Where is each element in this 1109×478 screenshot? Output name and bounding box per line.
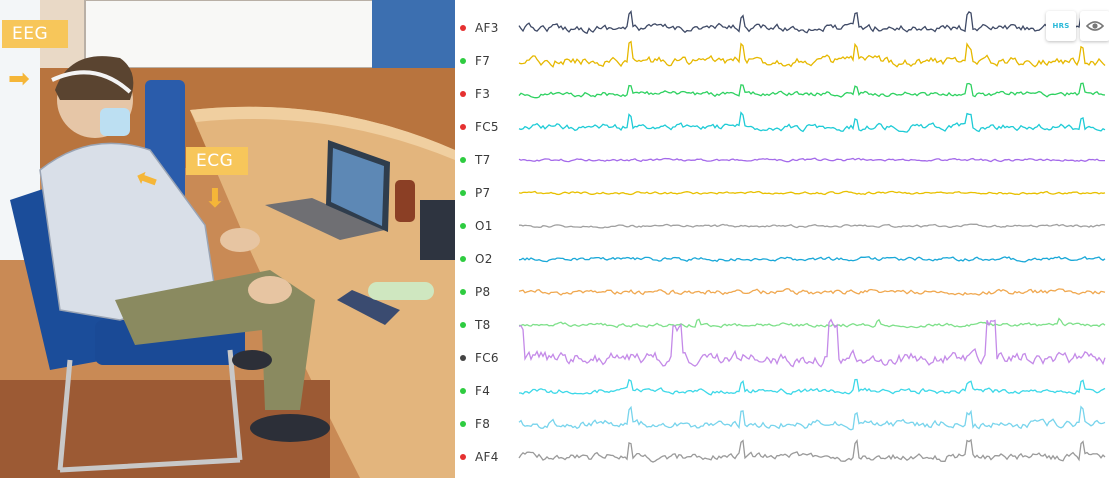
eeg-trace-f7 bbox=[518, 40, 1106, 68]
channel-status-dot bbox=[460, 322, 466, 328]
channel-label: P8 bbox=[475, 285, 491, 299]
eeg-trace-fc6 bbox=[518, 318, 1106, 368]
eeg-trace-o2 bbox=[518, 255, 1106, 263]
channel-label: F4 bbox=[475, 384, 491, 398]
channel-status-dot bbox=[460, 91, 466, 97]
eeg-trace-f4 bbox=[519, 378, 1106, 396]
channel-status-dot bbox=[460, 454, 466, 460]
channel-label: O1 bbox=[475, 219, 493, 233]
channel-row[interactable]: AF4 bbox=[455, 447, 515, 467]
channel-row[interactable]: O1 bbox=[455, 216, 515, 236]
eye-icon bbox=[1086, 21, 1104, 31]
channel-status-dot bbox=[460, 157, 466, 163]
eeg-trace-t7 bbox=[518, 157, 1105, 163]
arrow-right-icon: ➡ bbox=[8, 64, 30, 94]
channel-status-dot bbox=[460, 388, 466, 394]
channel-row[interactable]: P7 bbox=[455, 183, 515, 203]
eeg-trace-f3 bbox=[518, 82, 1106, 99]
channel-row[interactable]: F8 bbox=[455, 414, 515, 434]
eye-toggle-button[interactable] bbox=[1080, 11, 1109, 41]
eeg-trace-f8 bbox=[518, 405, 1106, 431]
channel-label: O2 bbox=[475, 252, 493, 266]
channel-row[interactable]: T7 bbox=[455, 150, 515, 170]
channel-label: FC6 bbox=[475, 351, 499, 365]
channel-row[interactable]: F7 bbox=[455, 51, 515, 71]
channel-row[interactable]: T8 bbox=[455, 315, 515, 335]
arrow-down-icon: ⬇ bbox=[204, 184, 226, 214]
eeg-label-tag: EEG bbox=[2, 20, 68, 48]
experiment-photo: EEG ➡ ECG ➡ ⬇ bbox=[0, 0, 455, 478]
channel-label: F3 bbox=[475, 87, 491, 101]
eeg-trace-fc5 bbox=[518, 111, 1106, 133]
channel-row[interactable]: F3 bbox=[455, 84, 515, 104]
channel-status-dot bbox=[460, 25, 466, 31]
channel-status-dot bbox=[460, 289, 466, 295]
eeg-trace-area[interactable] bbox=[515, 0, 1109, 478]
channel-row[interactable]: F4 bbox=[455, 381, 515, 401]
channel-row[interactable]: FC6 bbox=[455, 348, 515, 368]
channel-status-dot bbox=[460, 190, 466, 196]
channel-label: AF4 bbox=[475, 450, 499, 464]
hrs-button[interactable]: HRS bbox=[1046, 11, 1076, 41]
channel-label: P7 bbox=[475, 186, 491, 200]
ecg-label-tag: ECG bbox=[186, 147, 248, 175]
photo-illustration bbox=[0, 0, 455, 478]
eeg-viewer: AF3 F7 F3 FC5 T7 P7 O1 O2 P8 T8 FC6 F4 F8 AF4 HRS bbox=[455, 0, 1109, 478]
channel-label: F8 bbox=[475, 417, 491, 431]
channel-label: F7 bbox=[475, 54, 491, 68]
hrs-button-label: HRS bbox=[1052, 22, 1070, 30]
channel-row[interactable]: O2 bbox=[455, 249, 515, 269]
channel-row[interactable]: FC5 bbox=[455, 117, 515, 137]
eeg-trace-af4 bbox=[518, 438, 1106, 463]
channel-status-dot bbox=[460, 256, 466, 262]
channel-status-dot bbox=[460, 421, 466, 427]
channel-label: T7 bbox=[475, 153, 491, 167]
channel-row[interactable]: P8 bbox=[455, 282, 515, 302]
channel-status-dot bbox=[460, 223, 466, 229]
eeg-trace-af3 bbox=[518, 10, 1106, 35]
channel-label: T8 bbox=[475, 318, 491, 332]
channel-status-dot bbox=[460, 58, 466, 64]
channel-status-dot bbox=[460, 355, 466, 361]
eeg-trace-t8 bbox=[518, 317, 1106, 329]
channel-status-dot bbox=[460, 124, 466, 130]
eeg-trace-p7 bbox=[518, 190, 1106, 196]
eeg-trace-o1 bbox=[518, 223, 1106, 229]
eeg-trace-p8 bbox=[518, 288, 1106, 296]
channel-row[interactable]: AF3 bbox=[455, 18, 515, 38]
channel-label: FC5 bbox=[475, 120, 499, 134]
channel-label: AF3 bbox=[475, 21, 499, 35]
